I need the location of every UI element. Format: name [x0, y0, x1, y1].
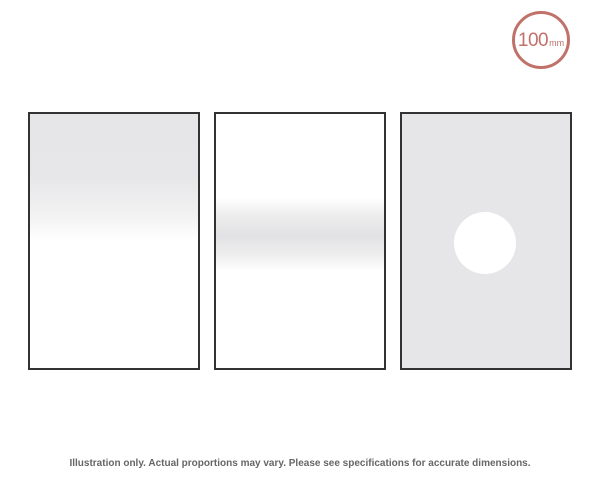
reverse-graduated-filter-illustration — [214, 112, 386, 370]
center-spot — [454, 212, 516, 274]
size-badge-number: 100 — [517, 29, 549, 51]
graduated-filter-illustration — [28, 112, 200, 370]
size-badge: 100 mm — [512, 11, 570, 69]
size-badge-unit: mm — [549, 38, 565, 48]
center-spot-filter-illustration — [400, 112, 572, 370]
disclaimer-text: Illustration only. Actual proportions ma… — [69, 458, 531, 469]
